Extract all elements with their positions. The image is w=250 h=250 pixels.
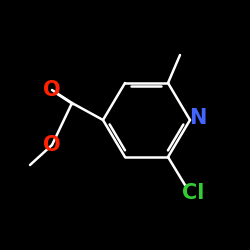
Text: N: N [189, 108, 207, 128]
Text: O: O [43, 80, 61, 100]
Text: Cl: Cl [182, 183, 204, 203]
Text: O: O [43, 135, 61, 155]
